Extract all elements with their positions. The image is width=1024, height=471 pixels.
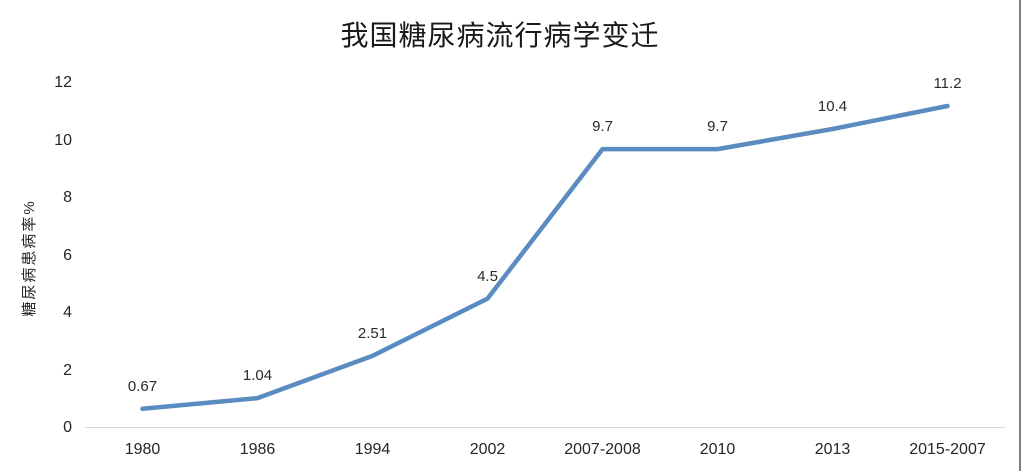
data-label: 10.4	[817, 98, 848, 115]
chart-title: 我国糖尿病流行病学变迁	[340, 21, 660, 52]
line-series-plot	[140, 103, 950, 411]
data-label: 4.5	[477, 267, 498, 285]
screenshot-right-border	[1019, 0, 1021, 471]
y-tick-label: 0	[63, 419, 72, 436]
data-label: 2.51	[357, 324, 388, 342]
x-tick-label: 1980	[124, 441, 161, 458]
x-tick-label: 2010	[699, 441, 736, 458]
data-label: 9.7	[707, 118, 728, 136]
y-tick-label: 4	[63, 304, 72, 321]
series-line	[140, 103, 950, 411]
data-label: 1.04	[242, 367, 273, 385]
x-tick-label: 1994	[354, 441, 391, 458]
y-tick-label: 12	[54, 74, 72, 91]
data-label: 0.67	[127, 377, 158, 395]
x-tick-label: 2002	[469, 441, 506, 458]
x-tick-label: 2013	[814, 441, 851, 458]
x-tick-label: 1986	[239, 441, 276, 458]
y-tick-label: 10	[54, 131, 72, 149]
x-tick-label: 2007-2008	[564, 441, 641, 458]
y-tick-label: 2	[63, 361, 72, 379]
x-axis-line	[85, 427, 1005, 428]
x-tick-label: 2015-2007	[909, 441, 986, 458]
y-tick-label: 6	[63, 246, 72, 264]
data-label: 9.7	[592, 118, 613, 136]
y-tick-label: 8	[63, 189, 72, 206]
data-label: 11.2	[933, 75, 962, 92]
